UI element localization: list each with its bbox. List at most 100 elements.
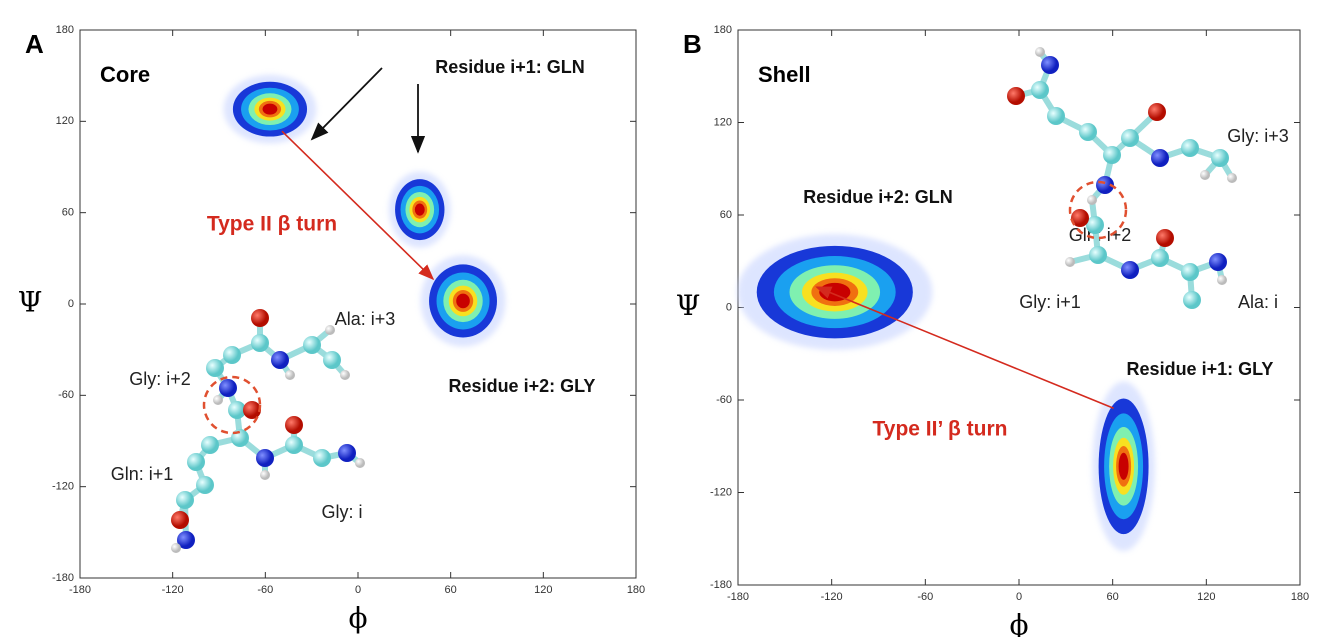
atom <box>1031 81 1049 99</box>
atom <box>340 370 350 380</box>
atom <box>251 334 269 352</box>
atom <box>176 491 194 509</box>
atom <box>1211 149 1229 167</box>
atom <box>1047 107 1065 125</box>
cluster-level <box>415 204 425 216</box>
y-tick-label: -60 <box>58 389 74 401</box>
atom <box>1007 87 1025 105</box>
x-axis-label: ϕ <box>348 602 367 635</box>
x-tick-label: -180 <box>727 591 749 603</box>
y-tick-label: 0 <box>726 301 732 313</box>
x-tick-label: -60 <box>917 591 933 603</box>
annotation: Residue i+2: GLN <box>803 187 953 207</box>
annotation: Gln: i+1 <box>111 464 174 484</box>
x-tick-label: 120 <box>1197 591 1215 603</box>
atom <box>1227 173 1237 183</box>
annotation: Ala: i <box>1238 292 1278 312</box>
x-tick-label: -120 <box>162 584 184 596</box>
atom <box>1183 291 1201 309</box>
atom <box>201 436 219 454</box>
panel-label: B <box>683 29 702 59</box>
y-tick-label: 60 <box>62 207 74 219</box>
x-tick-label: -180 <box>69 584 91 596</box>
density-cluster <box>1092 382 1154 552</box>
atom <box>1151 249 1169 267</box>
atom <box>223 346 241 364</box>
panel-title: Core <box>100 62 150 87</box>
atom <box>1217 275 1227 285</box>
atom <box>187 453 205 471</box>
annotation: Ala: i+3 <box>335 309 396 329</box>
density-cluster <box>421 255 506 346</box>
atom <box>171 543 181 553</box>
x-tick-label: -120 <box>821 591 843 603</box>
annotation: Type II β turn <box>207 213 337 236</box>
atom <box>251 309 269 327</box>
x-tick-label: 60 <box>445 584 457 596</box>
atom <box>1156 229 1174 247</box>
atom <box>1200 170 1210 180</box>
panel-label: A <box>25 29 44 59</box>
atom <box>285 370 295 380</box>
annotation: Gly: i+3 <box>1227 126 1289 146</box>
annotation: Residue i+2: GLY <box>449 376 596 396</box>
density-cluster <box>737 234 932 350</box>
cluster-level <box>1119 453 1129 480</box>
plot-area <box>80 30 636 578</box>
x-axis-label: ϕ <box>1009 609 1028 637</box>
atom <box>303 336 321 354</box>
y-tick-label: -120 <box>710 486 732 498</box>
atom <box>1148 103 1166 121</box>
atom <box>325 325 335 335</box>
y-tick-label: 0 <box>68 298 74 310</box>
atom <box>1041 56 1059 74</box>
atom <box>219 379 237 397</box>
figure: -180 -120 -60 0 60 120 180 -180 -120 -60 0 60 120 180… <box>0 0 1326 637</box>
atom <box>213 395 223 405</box>
atom <box>285 416 303 434</box>
annotation: Gly: i <box>321 502 362 522</box>
annotation: Gly: i+2 <box>129 369 191 389</box>
atom <box>1035 47 1045 57</box>
atom <box>313 449 331 467</box>
cluster-level <box>263 104 278 115</box>
x-tick-label: 180 <box>627 584 645 596</box>
annotation: Residue i+1: GLY <box>1127 359 1274 379</box>
y-tick-label: 120 <box>56 115 74 127</box>
annotation: Type II’ β turn <box>873 418 1008 441</box>
density-cluster <box>389 172 451 248</box>
atom <box>1181 139 1199 157</box>
y-tick-label: -180 <box>710 579 732 591</box>
density-cluster <box>224 75 317 143</box>
atom <box>271 351 289 369</box>
panel-title: Shell <box>758 62 811 87</box>
atom <box>1209 253 1227 271</box>
y-tick-label: 120 <box>714 116 732 128</box>
atom <box>1121 261 1139 279</box>
atom <box>1065 257 1075 267</box>
x-tick-label: 0 <box>355 584 361 596</box>
y-tick-label: 180 <box>714 24 732 36</box>
x-tick-label: 0 <box>1016 591 1022 603</box>
x-tick-label: -60 <box>257 584 273 596</box>
y-tick-label: -60 <box>716 394 732 406</box>
x-tick-label: 120 <box>534 584 552 596</box>
atom <box>1079 123 1097 141</box>
y-axis-label: Ψ <box>18 286 43 319</box>
annotation: Residue i+1: GLN <box>435 57 585 77</box>
atom <box>1089 246 1107 264</box>
atom <box>206 359 224 377</box>
cluster-level <box>456 294 470 309</box>
atom <box>256 449 274 467</box>
atom <box>171 511 189 529</box>
atom <box>1151 149 1169 167</box>
x-tick-label: 60 <box>1107 591 1119 603</box>
atom <box>196 476 214 494</box>
y-tick-label: -180 <box>52 572 74 584</box>
annotation: Gly: i+1 <box>1019 292 1081 312</box>
atom <box>338 444 356 462</box>
y-axis-label: Ψ <box>676 289 701 322</box>
y-tick-label: -120 <box>52 481 74 493</box>
atom <box>355 458 365 468</box>
y-tick-label: 60 <box>720 209 732 221</box>
